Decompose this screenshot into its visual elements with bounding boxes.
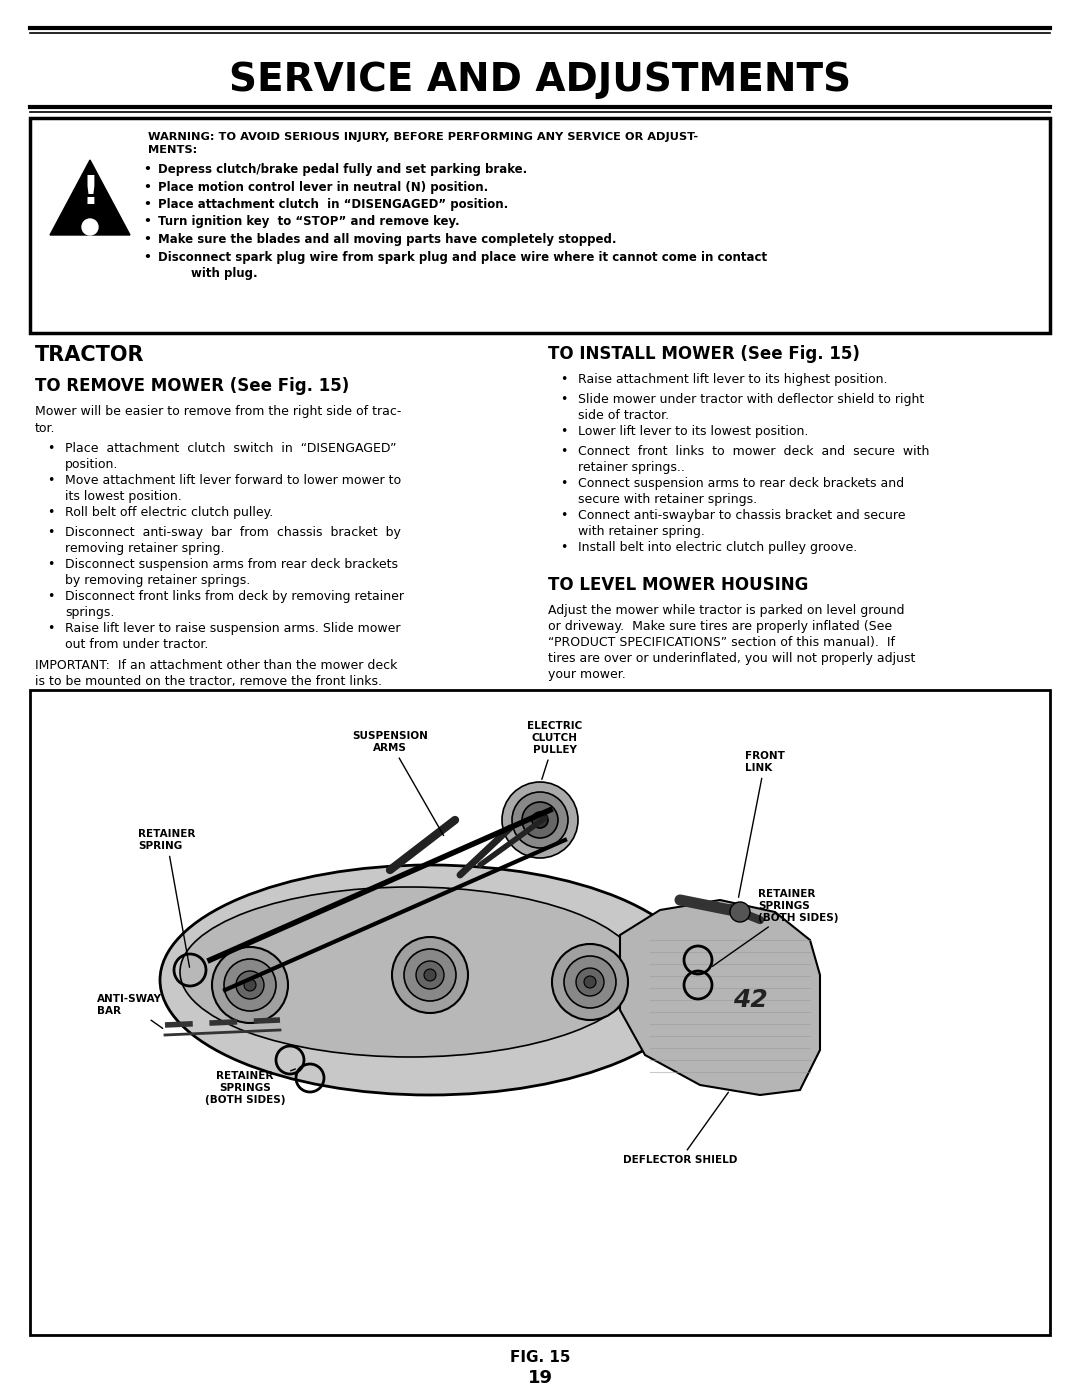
Text: RETAINER
SPRINGS
(BOTH SIDES): RETAINER SPRINGS (BOTH SIDES) <box>205 1069 296 1105</box>
FancyBboxPatch shape <box>30 690 1050 1336</box>
Text: ELECTRIC
CLUTCH
PULLEY: ELECTRIC CLUTCH PULLEY <box>527 721 582 780</box>
Circle shape <box>82 219 98 235</box>
Text: •: • <box>143 163 151 176</box>
Circle shape <box>244 979 256 990</box>
Polygon shape <box>50 161 130 235</box>
Text: WARNING: TO AVOID SERIOUS INJURY, BEFORE PERFORMING ANY SERVICE OR ADJUST-
MENTS: WARNING: TO AVOID SERIOUS INJURY, BEFORE… <box>148 131 698 155</box>
Circle shape <box>416 961 444 989</box>
Polygon shape <box>620 900 820 1095</box>
Circle shape <box>224 958 276 1011</box>
Text: TO LEVEL MOWER HOUSING: TO LEVEL MOWER HOUSING <box>548 576 808 594</box>
Circle shape <box>512 792 568 848</box>
Text: •: • <box>48 506 54 520</box>
Text: Raise attachment lift lever to its highest position.: Raise attachment lift lever to its highe… <box>578 373 888 386</box>
Text: Turn ignition key  to “STOP” and remove key.: Turn ignition key to “STOP” and remove k… <box>158 215 460 229</box>
Circle shape <box>502 782 578 858</box>
Circle shape <box>404 949 456 1002</box>
Ellipse shape <box>180 887 640 1058</box>
Text: Place  attachment  clutch  switch  in  “DISENGAGED”
position.: Place attachment clutch switch in “DISEN… <box>65 441 396 471</box>
Text: RETAINER
SPRING: RETAINER SPRING <box>138 830 195 967</box>
Text: Slide mower under tractor with deflector shield to right
side of tractor.: Slide mower under tractor with deflector… <box>578 393 924 422</box>
Text: TO INSTALL MOWER (See Fig. 15): TO INSTALL MOWER (See Fig. 15) <box>548 345 860 363</box>
Text: Place motion control lever in neutral (N) position.: Place motion control lever in neutral (N… <box>158 180 488 194</box>
Text: Install belt into electric clutch pulley groove.: Install belt into electric clutch pulley… <box>578 541 858 555</box>
Text: RETAINER
SPRINGS
(BOTH SIDES): RETAINER SPRINGS (BOTH SIDES) <box>713 890 838 967</box>
Ellipse shape <box>160 865 700 1095</box>
Text: ANTI-SWAY
BAR: ANTI-SWAY BAR <box>97 995 163 1028</box>
Text: Disconnect front links from deck by removing retainer
springs.: Disconnect front links from deck by remo… <box>65 590 404 619</box>
Text: •: • <box>48 527 54 539</box>
Text: Disconnect suspension arms from rear deck brackets
by removing retainer springs.: Disconnect suspension arms from rear dec… <box>65 557 399 587</box>
Text: •: • <box>48 590 54 604</box>
Text: IMPORTANT:  If an attachment other than the mower deck
is to be mounted on the t: IMPORTANT: If an attachment other than t… <box>35 659 397 687</box>
Text: Adjust the mower while tractor is parked on level ground
or driveway.  Make sure: Adjust the mower while tractor is parked… <box>548 604 916 680</box>
Text: SERVICE AND ADJUSTMENTS: SERVICE AND ADJUSTMENTS <box>229 61 851 99</box>
Text: TRACTOR: TRACTOR <box>35 345 145 365</box>
Text: DEFLECTOR SHIELD: DEFLECTOR SHIELD <box>623 1092 738 1165</box>
Text: FIG. 15: FIG. 15 <box>510 1351 570 1365</box>
Text: Raise lift lever to raise suspension arms. Slide mower
out from under tractor.: Raise lift lever to raise suspension arm… <box>65 622 401 651</box>
Text: •: • <box>143 215 151 229</box>
Text: !: ! <box>81 175 99 212</box>
Text: TO REMOVE MOWER (See Fig. 15): TO REMOVE MOWER (See Fig. 15) <box>35 377 349 395</box>
Text: 19: 19 <box>527 1369 553 1387</box>
Text: •: • <box>143 233 151 246</box>
Text: •: • <box>561 425 567 439</box>
Circle shape <box>212 947 288 1023</box>
FancyBboxPatch shape <box>30 117 1050 332</box>
Text: Make sure the blades and all moving parts have completely stopped.: Make sure the blades and all moving part… <box>158 233 617 246</box>
Text: •: • <box>48 441 54 455</box>
Circle shape <box>237 971 264 999</box>
Text: •: • <box>561 509 567 522</box>
Text: Lower lift lever to its lowest position.: Lower lift lever to its lowest position. <box>578 425 808 439</box>
Circle shape <box>576 968 604 996</box>
Text: •: • <box>143 198 151 211</box>
Circle shape <box>730 902 750 922</box>
Circle shape <box>392 937 468 1013</box>
Text: •: • <box>561 446 567 458</box>
Text: Connect  front  links  to  mower  deck  and  secure  with
retainer springs..: Connect front links to mower deck and se… <box>578 446 930 474</box>
Text: •: • <box>561 393 567 407</box>
Text: Move attachment lift lever forward to lower mower to
its lowest position.: Move attachment lift lever forward to lo… <box>65 474 401 503</box>
Text: •: • <box>143 250 151 264</box>
Text: •: • <box>143 180 151 194</box>
Text: Disconnect  anti-sway  bar  from  chassis  bracket  by
removing retainer spring.: Disconnect anti-sway bar from chassis br… <box>65 527 401 555</box>
Text: Connect suspension arms to rear deck brackets and
secure with retainer springs.: Connect suspension arms to rear deck bra… <box>578 476 904 506</box>
Text: SUSPENSION
ARMS: SUSPENSION ARMS <box>352 731 444 835</box>
Text: Place attachment clutch  in “DISENGAGED” position.: Place attachment clutch in “DISENGAGED” … <box>158 198 509 211</box>
Circle shape <box>584 977 596 988</box>
Text: •: • <box>561 476 567 490</box>
Text: 42: 42 <box>732 988 768 1011</box>
Circle shape <box>522 802 558 838</box>
Text: Disconnect spark plug wire from spark plug and place wire where it cannot come i: Disconnect spark plug wire from spark pl… <box>158 250 767 279</box>
Text: •: • <box>561 373 567 386</box>
Circle shape <box>552 944 627 1020</box>
Text: Roll belt off electric clutch pulley.: Roll belt off electric clutch pulley. <box>65 506 273 520</box>
Text: Depress clutch/brake pedal fully and set parking brake.: Depress clutch/brake pedal fully and set… <box>158 163 527 176</box>
Text: •: • <box>48 474 54 488</box>
Text: Mower will be easier to remove from the right side of trac-
tor.: Mower will be easier to remove from the … <box>35 405 402 434</box>
Circle shape <box>564 956 616 1009</box>
Text: FRONT
LINK: FRONT LINK <box>739 752 785 897</box>
Circle shape <box>532 812 548 828</box>
Text: •: • <box>48 622 54 636</box>
Circle shape <box>424 970 436 981</box>
Text: •: • <box>561 541 567 555</box>
Text: •: • <box>48 557 54 571</box>
Text: Connect anti-swaybar to chassis bracket and secure
with retainer spring.: Connect anti-swaybar to chassis bracket … <box>578 509 905 538</box>
